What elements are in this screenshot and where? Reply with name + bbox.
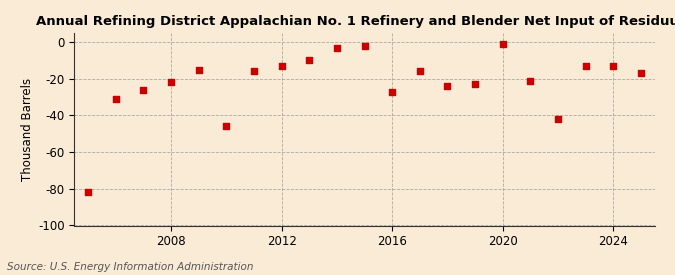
Point [636, 71, 647, 76]
Point [138, 88, 148, 92]
Point [304, 58, 315, 63]
Point [553, 117, 564, 121]
Point [414, 69, 425, 74]
Point [82, 190, 93, 195]
Point [580, 64, 591, 68]
Point [331, 45, 342, 50]
Point [221, 124, 232, 129]
Point [193, 67, 204, 72]
Point [442, 84, 453, 88]
Text: Source: U.S. Energy Information Administration: Source: U.S. Energy Information Administ… [7, 262, 253, 272]
Point [497, 42, 508, 46]
Point [248, 69, 259, 74]
Point [387, 89, 398, 94]
Y-axis label: Thousand Barrels: Thousand Barrels [21, 78, 34, 181]
Point [276, 64, 287, 68]
Point [608, 64, 619, 68]
Point [525, 78, 536, 83]
Point [165, 80, 176, 85]
Point [470, 82, 481, 87]
Point [359, 44, 370, 48]
Title: Annual Refining District Appalachian No. 1 Refinery and Blender Net Input of Res: Annual Refining District Appalachian No.… [36, 15, 675, 28]
Point [110, 97, 121, 101]
